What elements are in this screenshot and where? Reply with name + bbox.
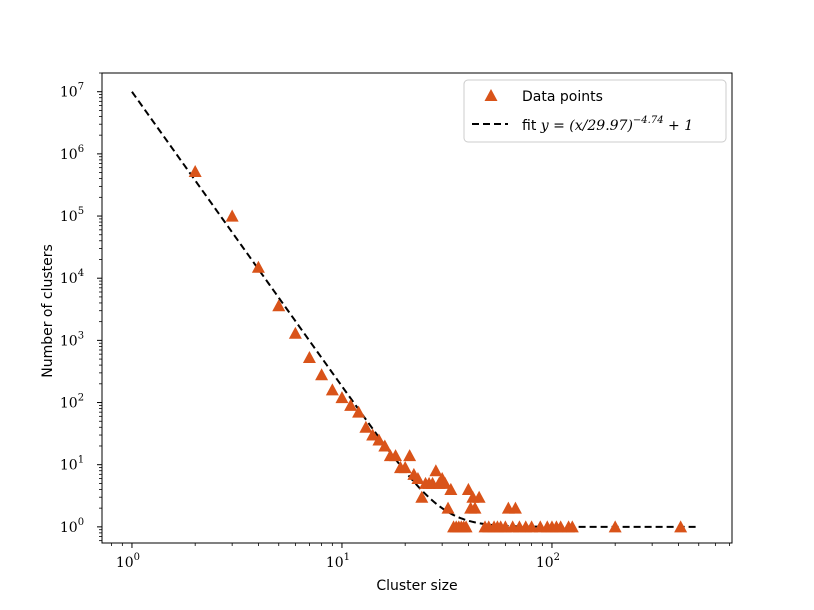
- y-tick-label-6: 106: [60, 144, 84, 163]
- legend: Data points fit y = (x/29.97)−4.74 + 1: [463, 79, 727, 143]
- series-layer: [131, 91, 699, 533]
- legend-frame: [463, 79, 727, 143]
- data-point-16: [389, 449, 403, 462]
- y-tick-label-4: 104: [60, 268, 84, 287]
- data-point-61: [565, 520, 579, 533]
- legend-fit-equation: y = (x/29.97): [540, 118, 633, 134]
- data-point-2: [251, 260, 265, 273]
- legend-fit-exponent: −4.74: [633, 115, 664, 126]
- data-point-54: [525, 520, 539, 533]
- data-point-18: [398, 461, 412, 474]
- data-point-7: [325, 383, 339, 396]
- axes-layer: [101, 72, 733, 544]
- data-point-1: [225, 209, 239, 222]
- legend-fit-tail: + 1: [664, 118, 694, 134]
- x-tick-label-2: 102: [536, 552, 560, 571]
- data-point-14: [378, 439, 392, 452]
- ticks-layer: 100 101 102 100 101 102 103 104 105 106 107: [60, 72, 730, 571]
- data-point-11: [359, 420, 373, 433]
- data-point-12: [366, 428, 380, 441]
- y-tick-label-0: 100: [60, 517, 84, 536]
- y-axis-label: Number of clusters: [40, 244, 56, 378]
- data-point-0: [188, 165, 202, 178]
- y-tick-label-1: 101: [60, 455, 84, 474]
- data-point-9: [344, 398, 358, 411]
- legend-label-fit: fit y = (x/29.97)−4.74 + 1: [522, 115, 693, 134]
- data-point-3: [272, 299, 286, 312]
- data-point-31: [444, 482, 458, 495]
- y-tick-label-2: 102: [60, 393, 84, 412]
- data-point-8: [335, 391, 349, 404]
- data-point-37: [459, 520, 473, 533]
- data-point-30: [441, 501, 455, 514]
- data-point-13: [372, 433, 386, 446]
- x-tick-label-1: 101: [326, 552, 350, 571]
- axes-frame: [101, 72, 733, 544]
- fit-line: [131, 91, 699, 528]
- data-point-42: [472, 490, 486, 503]
- data-point-26: [429, 464, 443, 477]
- data-point-5: [302, 351, 316, 364]
- legend-fit-prefix: fit: [522, 118, 541, 134]
- data-point-51: [508, 501, 522, 514]
- data-point-21: [411, 471, 425, 485]
- data-point-22: [415, 490, 429, 503]
- data-point-62: [608, 520, 622, 533]
- data-point-63: [674, 520, 688, 533]
- x-axis-label: Cluster size: [376, 578, 457, 594]
- data-point-4: [288, 326, 302, 339]
- data-point-10: [352, 405, 366, 418]
- legend-marker-data-points: [484, 89, 498, 101]
- y-tick-label-3: 103: [60, 330, 84, 349]
- data-point-38: [461, 482, 475, 495]
- y-tick-label-5: 105: [60, 206, 84, 225]
- data-point-41: [468, 501, 482, 514]
- x-tick-label-0: 100: [116, 552, 140, 571]
- data-point-19: [403, 449, 417, 462]
- y-tick-label-7: 107: [60, 82, 84, 101]
- data-point-29: [438, 476, 452, 489]
- data-point-6: [315, 368, 329, 381]
- legend-label-data-points: Data points: [522, 89, 603, 105]
